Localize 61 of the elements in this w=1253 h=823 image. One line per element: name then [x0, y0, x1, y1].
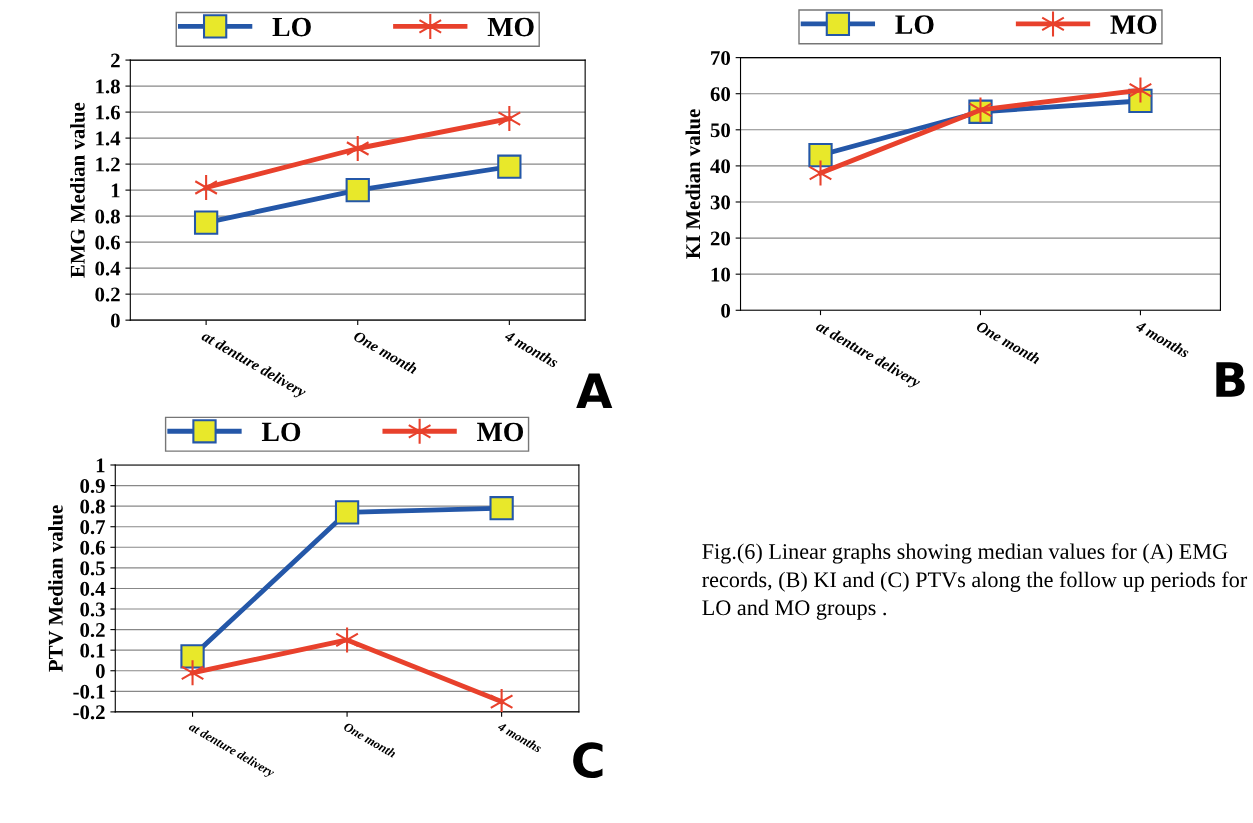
y-tick-label: 1 — [111, 183, 120, 198]
point — [497, 105, 522, 133]
y-tick-label: 0.4 — [95, 261, 121, 276]
y-axis-title: PTV Median value — [48, 505, 63, 672]
y-tick-label: 1.2 — [96, 157, 120, 172]
y-tick-label: 0.2 — [80, 622, 105, 638]
y-tick-label: 1.6 — [96, 105, 120, 120]
y-tick-label: 0 — [95, 664, 105, 679]
point — [489, 496, 514, 521]
text: C — [573, 742, 603, 779]
y-tick-label: -0.2 — [73, 705, 105, 720]
y-tick-label: 0.4 — [80, 581, 106, 596]
y-tick-label: 20 — [710, 231, 731, 246]
y-tick-label: 0 — [110, 313, 120, 328]
y-tick-label: 0.7 — [80, 520, 106, 535]
y-tick-label: 40 — [710, 159, 731, 174]
point — [193, 210, 219, 235]
point — [808, 159, 833, 187]
point — [334, 500, 360, 525]
y-axis-title: KI Median value — [685, 109, 701, 259]
legend-label: LO — [261, 422, 301, 442]
point — [345, 134, 370, 163]
y-tick-label: 0.5 — [80, 561, 105, 576]
point — [497, 154, 522, 179]
y-tick-label: 10 — [711, 267, 731, 282]
y-tick-label: 0.9 — [80, 478, 105, 494]
y-tick-label: 1.4 — [96, 131, 121, 146]
y-tick-label: 2 — [111, 53, 120, 68]
point — [194, 173, 218, 202]
legend-label: MO — [487, 17, 534, 37]
y-tick-label: 0.2 — [95, 287, 120, 302]
point — [345, 177, 370, 203]
text: B — [1216, 362, 1245, 397]
y-tick-label: 30 — [710, 195, 731, 210]
y-tick-label: 0 — [721, 303, 731, 318]
y-tick-label: 0.8 — [80, 499, 105, 514]
legend-label: LO — [895, 15, 934, 34]
point — [1128, 76, 1153, 104]
y-tick-label: -0.1 — [73, 684, 105, 699]
y-tick-label: 0.6 — [80, 540, 105, 555]
y-axis-title: EMG Median value — [70, 102, 85, 278]
x-tick-label: One month — [343, 721, 397, 758]
legend-label: LO — [272, 17, 311, 37]
y-tick-label: 60 — [710, 87, 731, 102]
point — [808, 142, 833, 168]
text: Fig.(6) Linear graphs showing median values for (A) EMG records, (B) KI and (C) PTVs along the follow up periods for LO and MO groups . — [702, 543, 1248, 620]
y-tick-label: 1.8 — [96, 79, 120, 94]
point — [180, 659, 205, 687]
y-tick-label: 70 — [711, 50, 731, 66]
y-tick-label: 1 — [96, 458, 105, 473]
y-tick-label: 0.1 — [80, 643, 105, 658]
point — [180, 644, 205, 669]
y-tick-label: 0.8 — [95, 209, 120, 224]
y-tick-label: 0.3 — [80, 602, 105, 617]
point — [489, 688, 514, 712]
legend-label: MO — [1110, 15, 1157, 34]
y-tick-label: 0.6 — [95, 235, 120, 250]
y-tick-label: 50 — [710, 123, 731, 138]
text: A — [576, 373, 613, 409]
legend-label: MO — [477, 422, 524, 442]
point — [335, 626, 359, 654]
